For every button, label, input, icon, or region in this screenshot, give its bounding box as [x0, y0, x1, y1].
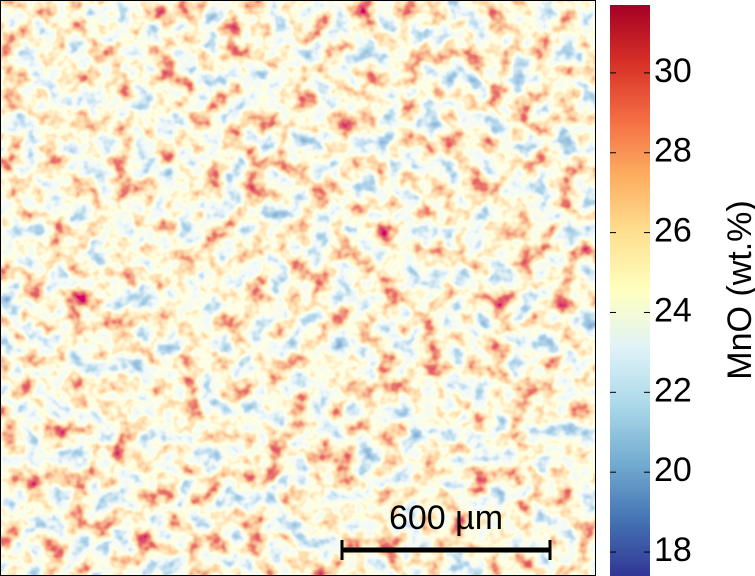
mno-map: [0, 0, 596, 576]
colorbar-label: MnO (wt.%): [721, 200, 755, 379]
colorbar: [610, 5, 650, 576]
colorbar-tick-label: 22: [654, 371, 692, 409]
colorbar-tick-label: 26: [654, 212, 692, 250]
colorbar-tick-label: 28: [654, 132, 692, 170]
colorbar-tick-label: 30: [654, 52, 692, 90]
colorbar-tick-label: 24: [654, 291, 692, 329]
colorbar-tick-label: 18: [654, 531, 692, 569]
colorbar-tick-label: 20: [654, 451, 692, 489]
scale-bar-label: 600 µm: [389, 499, 503, 537]
